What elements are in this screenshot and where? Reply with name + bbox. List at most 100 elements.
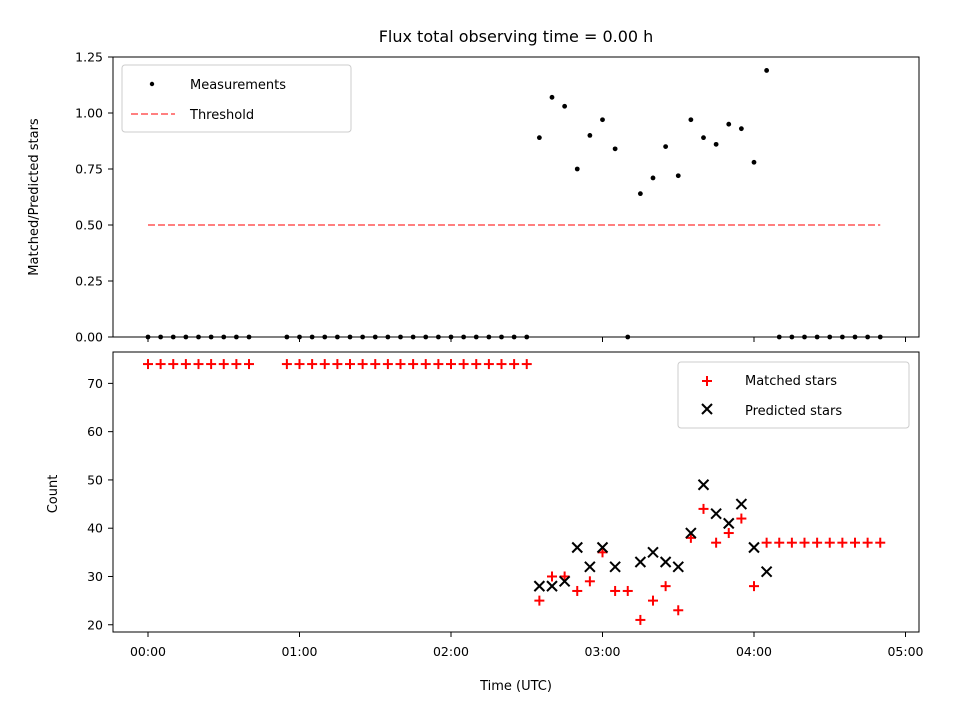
predicted-star-marker (748, 541, 760, 554)
legend-matched-marker (702, 376, 712, 386)
matched-star-marker (774, 537, 785, 548)
measurement-point (688, 117, 694, 123)
matched-star-marker (206, 359, 217, 370)
x-tick-label: 05:00 (887, 644, 923, 659)
x-tick-label: 04:00 (736, 644, 772, 659)
matched-star-marker (168, 359, 179, 370)
matched-star-marker (584, 576, 595, 587)
matched-star-marker (837, 537, 848, 548)
matched-star-marker (635, 614, 646, 625)
matched-star-marker (723, 528, 734, 539)
matched-star-marker (483, 359, 494, 370)
top-y-axis-label: Matched/Predicted stars (27, 118, 42, 276)
matched-star-marker (370, 359, 381, 370)
predicted-star-marker (685, 527, 697, 539)
legend-measurements-label: Measurements (190, 78, 286, 93)
matched-star-marker (471, 359, 482, 370)
top-y-tick-label: 0.75 (75, 162, 103, 177)
matched-star-marker (244, 359, 254, 370)
predicted-star-marker (596, 541, 609, 554)
matched-star-marker (521, 359, 532, 370)
matched-star-marker (698, 503, 709, 514)
matched-star-marker (875, 537, 886, 548)
measurement-point (587, 133, 593, 138)
x-tick-label: 00:00 (130, 644, 166, 659)
matched-star-marker (547, 571, 557, 582)
measurement-point (637, 191, 643, 197)
measurement-point (536, 135, 542, 141)
matched-star-marker (143, 359, 153, 370)
matched-star-marker (862, 537, 873, 548)
measurement-point (650, 175, 656, 181)
matched-star-marker (786, 537, 797, 548)
x-axis-label: Time (UTC) (479, 679, 552, 694)
bottom-legend: Matched stars Predicted stars (677, 361, 910, 429)
x-tick-label: 02:00 (433, 644, 469, 659)
matched-star-marker (673, 605, 684, 616)
predicted-star-marker (546, 580, 558, 592)
matched-star-marker (711, 537, 722, 548)
matched-star-marker (572, 585, 583, 596)
matched-star-marker (534, 595, 545, 606)
matched-star-marker (824, 537, 835, 548)
matched-star-marker (180, 359, 191, 370)
predicted-star-marker (647, 546, 659, 559)
predicted-star-marker (609, 561, 621, 573)
legend-predicted-label: Predicted stars (745, 404, 842, 419)
x-tick-label: 03:00 (584, 644, 620, 659)
measurement-point (574, 166, 580, 172)
top-y-tick-label: 1.25 (75, 50, 103, 65)
legend-threshold-label: Threshold (189, 108, 254, 123)
matched-star-marker (850, 537, 860, 548)
bottom-plot-frame (112, 351, 920, 633)
top-y-tick-label: 0.00 (75, 330, 103, 345)
predicted-star-marker (634, 556, 647, 568)
bottom-y-tick-label: 70 (87, 376, 103, 391)
matched-star-marker (218, 359, 229, 370)
top-y-tick-label: 1.00 (75, 106, 103, 121)
matched-star-marker (559, 571, 570, 582)
matched-star-marker (610, 585, 621, 596)
matched-star-marker (446, 359, 456, 370)
legend-predicted-marker (701, 403, 713, 415)
matched-star-marker (155, 359, 166, 370)
matched-star-marker (660, 581, 671, 592)
matched-star-marker (648, 595, 658, 606)
matched-star-marker (345, 359, 355, 370)
predicted-star-marker (710, 508, 722, 520)
matched-star-marker (420, 359, 431, 370)
measurement-point (562, 103, 568, 109)
matched-star-marker (193, 359, 204, 370)
bottom-y-axis-label: Count (46, 475, 61, 514)
predicted-star-marker (735, 498, 748, 510)
predicted-star-marker (533, 580, 546, 592)
measurement-point (701, 135, 706, 141)
top-y-tick-label: 0.25 (75, 274, 103, 289)
matched-star-marker (799, 537, 810, 548)
measurement-point (600, 117, 605, 123)
matched-star-marker (749, 581, 759, 592)
x-tick-label: 01:00 (281, 644, 317, 659)
bottom-y-tick-label: 20 (87, 617, 103, 632)
legend-measurements-marker (149, 81, 155, 87)
matched-star-marker (496, 359, 507, 370)
measurement-point (738, 126, 744, 132)
matched-star-marker (458, 359, 469, 370)
legend-matched-label: Matched stars (745, 374, 837, 389)
predicted-star-marker (723, 517, 735, 530)
matched-star-marker (319, 359, 330, 370)
matched-star-marker (231, 359, 242, 370)
measurement-point (549, 94, 555, 100)
predicted-star-marker (659, 556, 672, 568)
measurement-point (726, 121, 732, 127)
predicted-star-marker (672, 561, 684, 573)
measurement-point (663, 144, 669, 150)
matched-star-marker (395, 359, 406, 370)
bottom-y-tick-label: 60 (87, 424, 103, 439)
matched-star-marker (597, 547, 608, 558)
predicted-star-marker (697, 479, 710, 491)
measurement-point (612, 146, 618, 152)
matched-star-marker (307, 359, 318, 370)
matched-star-marker (736, 513, 747, 524)
